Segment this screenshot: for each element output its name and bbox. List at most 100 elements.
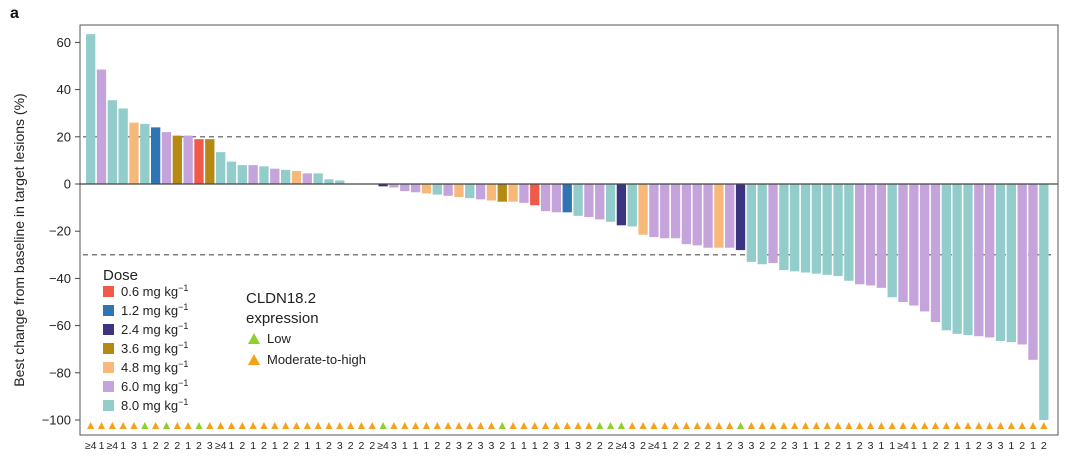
expression-marker [747, 422, 755, 429]
expression-marker [455, 422, 463, 429]
expression-marker [845, 422, 853, 429]
expression-marker [866, 422, 875, 429]
bar-bottom-label: 2 [640, 440, 646, 452]
bar [692, 184, 702, 246]
dose-legend-label: 2.4 mg kg−1 [121, 321, 188, 337]
bar [995, 184, 1006, 341]
bar [443, 184, 453, 196]
dose-swatch [103, 381, 114, 392]
bar-bottom-label: 2 [153, 440, 159, 452]
bar-bottom-label: ≥4 [648, 440, 660, 452]
expression-marker [1040, 422, 1048, 429]
bar [844, 184, 854, 281]
bar [985, 184, 995, 338]
bar [270, 168, 280, 184]
bar-bottom-label: 3 [131, 440, 137, 452]
bar-bottom-label: 1 [99, 440, 105, 452]
bar [768, 184, 778, 264]
bar-bottom-label: 2 [705, 440, 711, 452]
y-tick-label: −80 [49, 365, 71, 380]
dose-swatch [103, 286, 114, 297]
bar [389, 184, 399, 188]
dose-legend-label: 1.2 mg kg−1 [121, 302, 188, 318]
expression-legend: CLDN18.2 expression Low Moderate-to-high [246, 290, 366, 367]
bar [248, 165, 258, 184]
expression-marker [585, 422, 593, 429]
expression-marker [152, 422, 160, 429]
bar [421, 184, 432, 194]
bar-bottom-label: 3 [456, 440, 462, 452]
bar [876, 184, 887, 288]
expression-marker [780, 422, 788, 429]
bar-bottom-label: 2 [608, 440, 614, 452]
bar-bottom-label: 3 [792, 440, 798, 452]
expression-marker [422, 422, 431, 429]
bar [1028, 184, 1038, 360]
bar-bottom-label: 3 [868, 440, 874, 452]
expression-marker [1018, 422, 1026, 429]
bar [660, 184, 670, 239]
y-tick-label: 0 [64, 177, 71, 192]
bar-bottom-label: 1 [878, 440, 884, 452]
bar [183, 135, 193, 184]
bar-bottom-label: 3 [488, 440, 494, 452]
bar-bottom-label: 2 [586, 440, 592, 452]
bar [703, 184, 713, 248]
expression-marker [433, 422, 441, 429]
y-tick-label: −20 [49, 224, 71, 239]
bar [649, 184, 659, 238]
bottom-labels: ≥4 1 ≥4 1 3 1 2 2 2 1 2 3 ≥4 1 2 1 2 1 2 2 1 1 2 3 2 2 2 ≥4 3 1 1 1 2 2 3 2… [85, 440, 1047, 452]
expression-marker [238, 422, 246, 429]
bar-bottom-label: ≥4 [107, 440, 119, 452]
bar-bottom-label: 2 [543, 440, 549, 452]
bar [963, 184, 973, 336]
expression-marker [184, 422, 192, 429]
bar-bottom-label: 1 [846, 440, 852, 452]
bar-bottom-label: 2 [196, 440, 202, 452]
expression-marker [856, 422, 864, 429]
dose-legend-sup: −1 [178, 302, 188, 312]
expression-marker [509, 422, 517, 429]
expression-marker [271, 422, 279, 429]
expression-marker [292, 422, 301, 429]
expression-marker [260, 422, 268, 429]
bar [974, 184, 984, 337]
expression-marker [541, 422, 550, 429]
expression-marker [823, 422, 831, 429]
bar-bottom-label: 2 [359, 440, 365, 452]
bar [86, 34, 96, 184]
bar-bottom-label: 1 [229, 440, 235, 452]
expression-legend-marker [248, 354, 260, 365]
expression-marker [986, 422, 994, 429]
dose-legend-label: 6.0 mg kg−1 [121, 378, 188, 394]
expression-marker [899, 422, 907, 429]
expression-marker [671, 422, 680, 429]
bar-bottom-label: 3 [478, 440, 484, 452]
expression-marker [942, 422, 950, 429]
bar [519, 184, 529, 203]
bar [400, 184, 410, 192]
bar [432, 184, 442, 195]
bar [259, 166, 269, 184]
bar-bottom-label: 1 [510, 440, 516, 452]
bar-bottom-label: 1 [185, 440, 191, 452]
expression-marker [726, 422, 734, 429]
bar [324, 179, 334, 184]
dose-legend: Dose 0.6 mg kg−1 1.2 mg kg−1 2.4 mg kg−1 3.… [103, 267, 188, 413]
expression-marker [379, 422, 387, 429]
expression-marker [531, 422, 539, 429]
expression-legend-title-line2: expression [246, 310, 319, 327]
bar-bottom-label: 2 [943, 440, 949, 452]
bar-bottom-label: 2 [770, 440, 776, 452]
expression-marker [704, 422, 712, 429]
bar [378, 184, 388, 187]
expression-marker [736, 422, 745, 429]
y-tick-label: −40 [49, 271, 71, 286]
bar [1039, 184, 1049, 420]
bar [215, 152, 226, 184]
expression-marker [921, 422, 929, 429]
expression-marker [791, 422, 799, 429]
expression-marker [715, 422, 723, 429]
bar-bottom-label: 2 [727, 440, 733, 452]
dose-swatch [103, 305, 114, 316]
